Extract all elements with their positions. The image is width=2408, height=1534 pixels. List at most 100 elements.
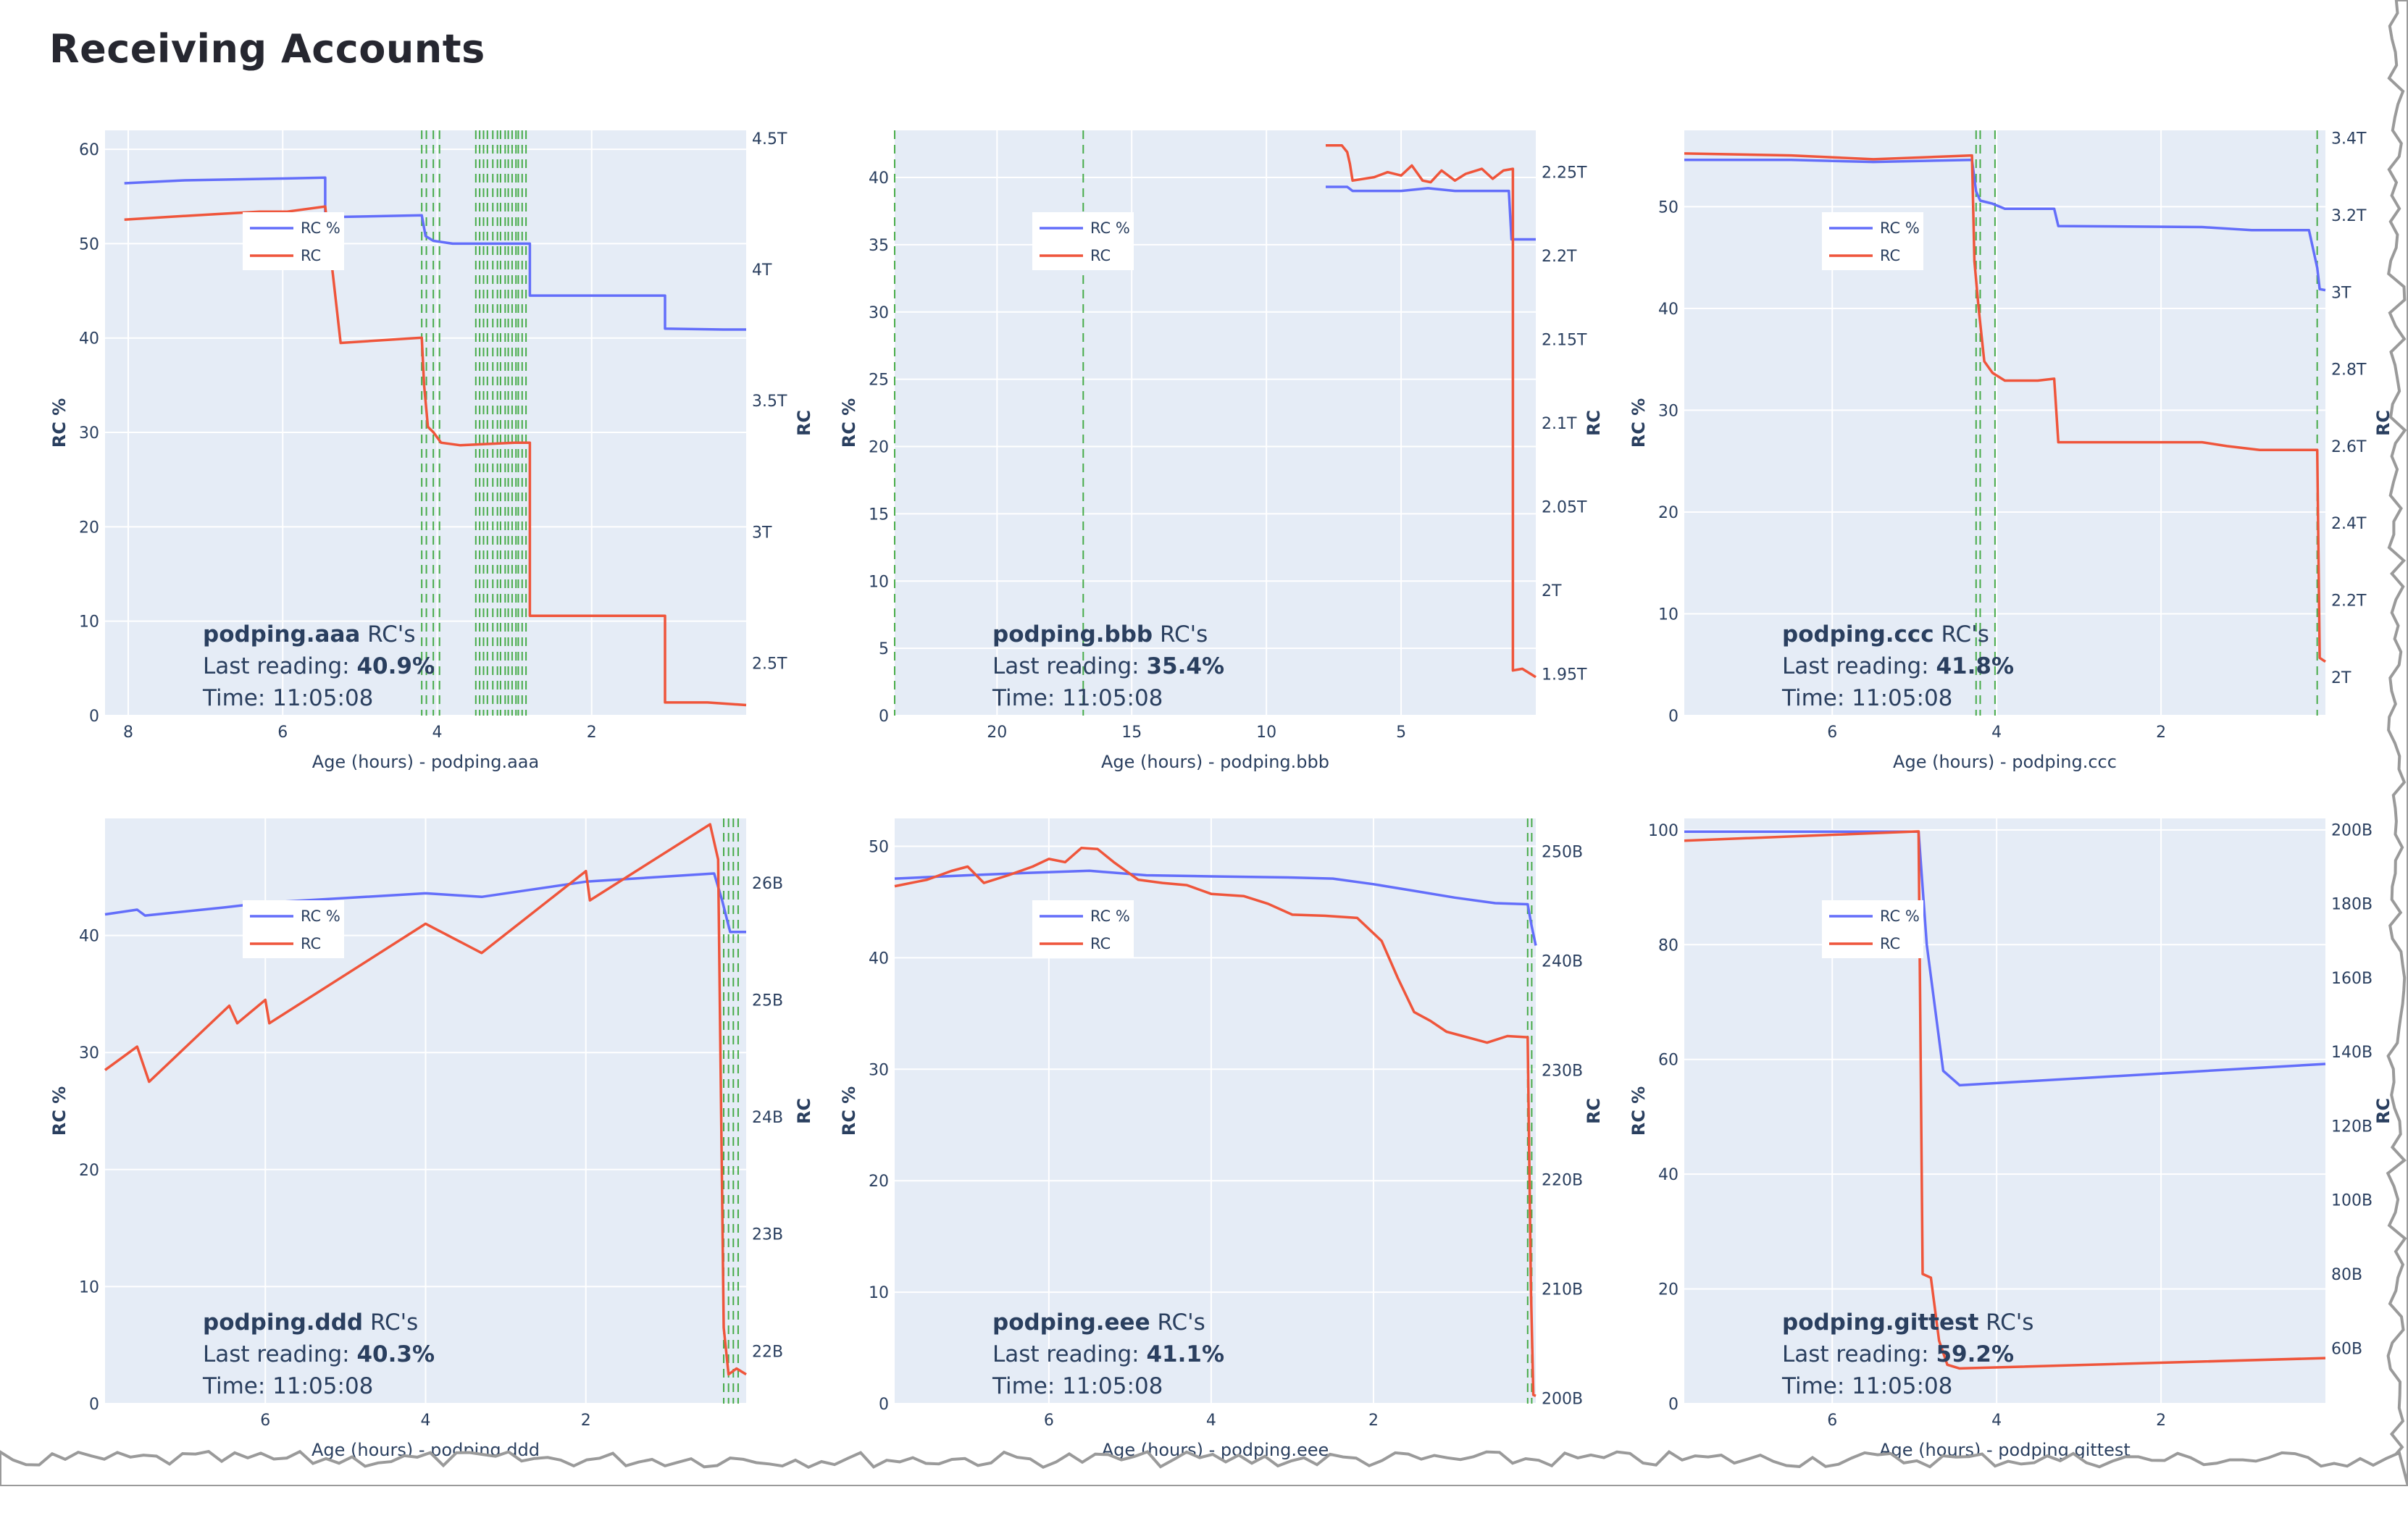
y-right-tick-label: 160B [2331,970,2373,988]
annotation-suffix: RC's [363,1309,418,1336]
x-tick-label: 10 [1256,724,1276,742]
y-right-tick-label: 2.15T [1542,332,1587,350]
x-tick-label: 2 [587,724,597,742]
y-right-tick-label: 2T [2331,669,2351,687]
plot-area [895,130,1536,716]
annotation-title: podping.eee RC's [992,1309,1205,1336]
rc-line [104,823,747,1376]
y-right-tick-label: 210B [1542,1281,1583,1299]
legend-label: RC % [1880,908,1920,925]
y-left-tick-label: 30 [79,1044,99,1063]
annotation-suffix: RC's [1153,621,1208,647]
legend-label: RC % [1880,219,1920,237]
y-left-tick-label: 10 [869,1284,889,1302]
y-right-tick-label: 2.2T [2331,592,2367,611]
legend-box [1822,212,1923,270]
reading-label: Last reading: [203,653,356,679]
reading-label: Last reading: [992,1341,1146,1367]
y-left-tick-label: 20 [869,439,889,457]
y-right-tick-label: 140B [2331,1044,2373,1062]
chart-svg: 6 4 2010203040502T2.2T2.4T2.6T2.8T3T3.2T3.… [1629,130,2394,772]
y-left-tick-label: 40 [79,330,99,348]
y-left-tick-label: 30 [1658,402,1679,420]
y-right-tick-label: 2.25T [1542,164,1587,183]
legend-label: RC [301,935,321,952]
y-right-tick-label: 2.2T [1542,248,1577,266]
legend: RC % RC [1822,212,1923,270]
annotation-time: Time: 11:05:08 [202,1373,373,1399]
y-right-tick-label: 3.4T [2331,130,2367,148]
y-left-tick-label: 40 [869,169,889,188]
annotation-reading: Last reading: 59.2% [1782,1341,2014,1367]
reading-value: 41.1% [1146,1341,1224,1367]
rc-percent-line [1684,159,2326,292]
y-right-tick-label: 3T [752,524,772,542]
rc-chart-gittest: 6 4 2 0 20 40 60 80 100 60B 80B 100B 120B 140B 160B 180… [1629,810,2408,1534]
x-axis-title: Age (hours) - podping.eee [1102,1440,1329,1460]
x-tick-label: 8 [123,724,133,742]
y-right-tick-label: 180B [2331,896,2373,914]
y-right-tick-label: 250B [1542,843,1583,861]
reading-value: 59.2% [1936,1341,2014,1367]
x-axis-title: Age (hours) - podping.gittest [1879,1440,2131,1460]
reading-value: 40.9% [356,653,435,679]
reading-annotation: podping.eee RC's Last reading: 41.1% Time:… [992,1309,1224,1399]
legend-label: RC [1090,247,1111,264]
y-left-tick-label: 15 [869,506,889,524]
rc-percent-line [894,869,1537,946]
x-tick-label: 5 [1396,724,1406,742]
y-right-tick-label: 2.5T [752,655,787,674]
account-name: podping.gittest [1782,1309,1978,1336]
x-tick-label: 2 [1368,1412,1379,1430]
y-right-tick-label: 60B [2331,1340,2362,1358]
y-right-tick-label: 23B [752,1226,783,1244]
y-left-tick-label: 50 [869,838,889,856]
annotation-time: Time: 11:05:08 [992,1373,1163,1399]
y-left-axis-title: RC % [839,398,859,448]
plot-area [895,818,1536,1404]
legend: RC % RC [1822,900,1923,958]
y-right-tick-label: 26B [752,875,783,893]
reading-annotation: podping.bbb RC's Last reading: 35.4% Time:… [992,621,1224,711]
legend-label: RC % [301,908,340,925]
y-right-tick-label: 4T [752,261,772,280]
rc-percent-line [1684,830,2326,1087]
annotation-reading: Last reading: 41.8% [1782,653,2014,679]
y-right-axis-title: RC [1584,410,1604,436]
reading-annotation: podping.gittest RC's Last reading: 59.2% T… [1781,1309,2033,1399]
y-left-tick-label: 20 [79,1162,99,1180]
rc-percent-line [1326,185,1536,241]
plot-area [105,130,746,716]
y-left-tick-label: 25 [869,372,889,390]
rc-line [1326,144,1537,679]
legend: RC % RC [1032,212,1134,270]
annotation-reading: Last reading: 41.1% [992,1341,1224,1367]
x-tick-label: 4 [1991,1412,2002,1430]
y-right-tick-label: 2T [1542,582,1562,600]
annotation-title: podping.gittest RC's [1782,1309,2033,1336]
y-right-tick-label: 100B [2331,1192,2373,1210]
y-right-tick-label: 3.2T [2331,207,2367,225]
y-left-tick-label: 50 [79,235,99,253]
y-right-tick-label: 25B [752,992,783,1010]
y-right-tick-label: 2.05T [1542,498,1587,516]
reading-label: Last reading: [1782,1341,1936,1367]
y-left-tick-label: 100 [1648,822,1679,840]
rc-line [124,205,747,707]
annotation-time: Time: 11:05:08 [1781,1373,1952,1399]
legend-label: RC [1880,935,1900,952]
x-axis-title: Age (hours) - podping.ccc [1893,752,2117,772]
annotation-suffix: RC's [1978,1309,2033,1336]
x-tick-label: 20 [987,724,1007,742]
legend-box [243,212,344,270]
rc-percent-line [104,872,746,934]
x-axis-title: Age (hours) - podping.bbb [1101,752,1329,772]
y-left-axis-title: RC % [49,1086,70,1136]
y-right-axis-title: RC [794,410,814,436]
x-tick-label: 4 [421,1412,431,1430]
y-right-tick-label: 120B [2331,1118,2373,1136]
x-tick-label: 2 [581,1412,591,1430]
legend-box [1032,212,1134,270]
annotation-reading: Last reading: 40.3% [203,1341,435,1367]
